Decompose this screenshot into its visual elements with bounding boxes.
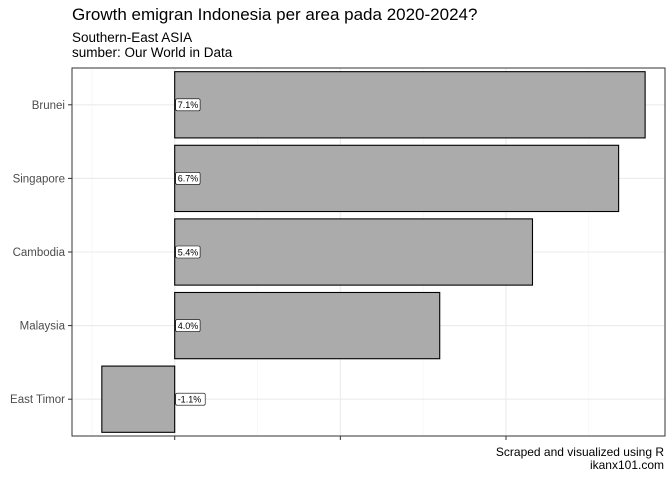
subtitle-source: sumber: Our World in Data: [72, 45, 233, 60]
caption-site: ikanx101.com: [589, 458, 664, 472]
data-label: -1.1%: [175, 392, 206, 406]
y-axis-label: East Timor: [10, 394, 65, 406]
data-label-box: [175, 392, 206, 406]
bar: [174, 218, 534, 286]
data-label: 6.7%: [175, 172, 201, 185]
data-label-box: [175, 245, 201, 259]
y-axis-label: Brunei: [32, 100, 65, 112]
data-label-box: [175, 319, 201, 332]
data-label-text: 6.7%: [178, 174, 199, 184]
caption-tool: Scraped and visualized using R: [495, 445, 664, 459]
bar: [174, 144, 620, 213]
chart-title: Growth emigran Indonesia per area pada 2…: [72, 5, 478, 24]
data-label-text: -1.1%: [178, 395, 202, 405]
y-axis-label: Malaysia: [20, 321, 66, 333]
subtitle-region: Southern-East ASIA: [72, 30, 193, 45]
bar: [174, 291, 441, 360]
chart-subtitle: Southern-East ASIA sumber: Our World in …: [72, 30, 232, 60]
data-label-box: [175, 98, 201, 112]
data-label-text: 4.0%: [178, 321, 199, 331]
y-axis-label: Cambodia: [13, 247, 66, 259]
data-label: 5.4%: [175, 245, 201, 259]
y-axis-label: Singapore: [13, 173, 65, 185]
bar: [101, 365, 176, 433]
data-label-text: 7.1%: [178, 100, 199, 110]
data-label-box: [175, 172, 201, 185]
data-label: 4.0%: [175, 319, 201, 332]
data-label-text: 5.4%: [178, 247, 199, 257]
data-label: 7.1%: [175, 98, 201, 112]
bar: [174, 71, 646, 139]
chart-caption: Scraped and visualized using R ikanx101.…: [496, 446, 664, 472]
